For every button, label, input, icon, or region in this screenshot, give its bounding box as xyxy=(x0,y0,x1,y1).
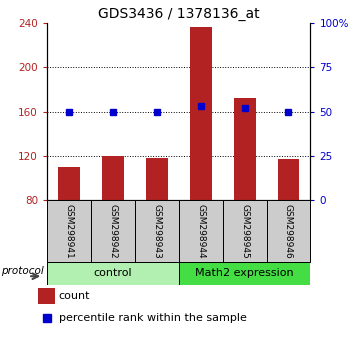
Bar xyxy=(38,288,56,304)
Bar xyxy=(234,98,256,200)
Text: GSM298945: GSM298945 xyxy=(240,204,249,258)
Bar xyxy=(179,262,310,285)
Text: percentile rank within the sample: percentile rank within the sample xyxy=(59,313,247,323)
Bar xyxy=(278,159,300,200)
Bar xyxy=(179,200,223,262)
Bar xyxy=(47,262,179,285)
Bar xyxy=(146,158,168,200)
Text: GSM298944: GSM298944 xyxy=(196,204,205,258)
Text: GSM298943: GSM298943 xyxy=(152,204,161,258)
Bar xyxy=(47,200,91,262)
Title: GDS3436 / 1378136_at: GDS3436 / 1378136_at xyxy=(98,7,260,21)
Bar xyxy=(135,200,179,262)
Text: count: count xyxy=(59,291,90,301)
Bar xyxy=(102,156,124,200)
Text: control: control xyxy=(93,268,132,279)
Text: protocol: protocol xyxy=(1,266,44,276)
Text: Math2 expression: Math2 expression xyxy=(195,268,294,279)
Text: GSM298942: GSM298942 xyxy=(108,204,117,258)
Bar xyxy=(91,200,135,262)
Text: GSM298946: GSM298946 xyxy=(284,204,293,258)
Bar xyxy=(190,28,212,200)
Bar xyxy=(223,200,266,262)
Bar xyxy=(266,200,310,262)
Text: GSM298941: GSM298941 xyxy=(64,204,73,258)
Bar xyxy=(58,167,80,200)
